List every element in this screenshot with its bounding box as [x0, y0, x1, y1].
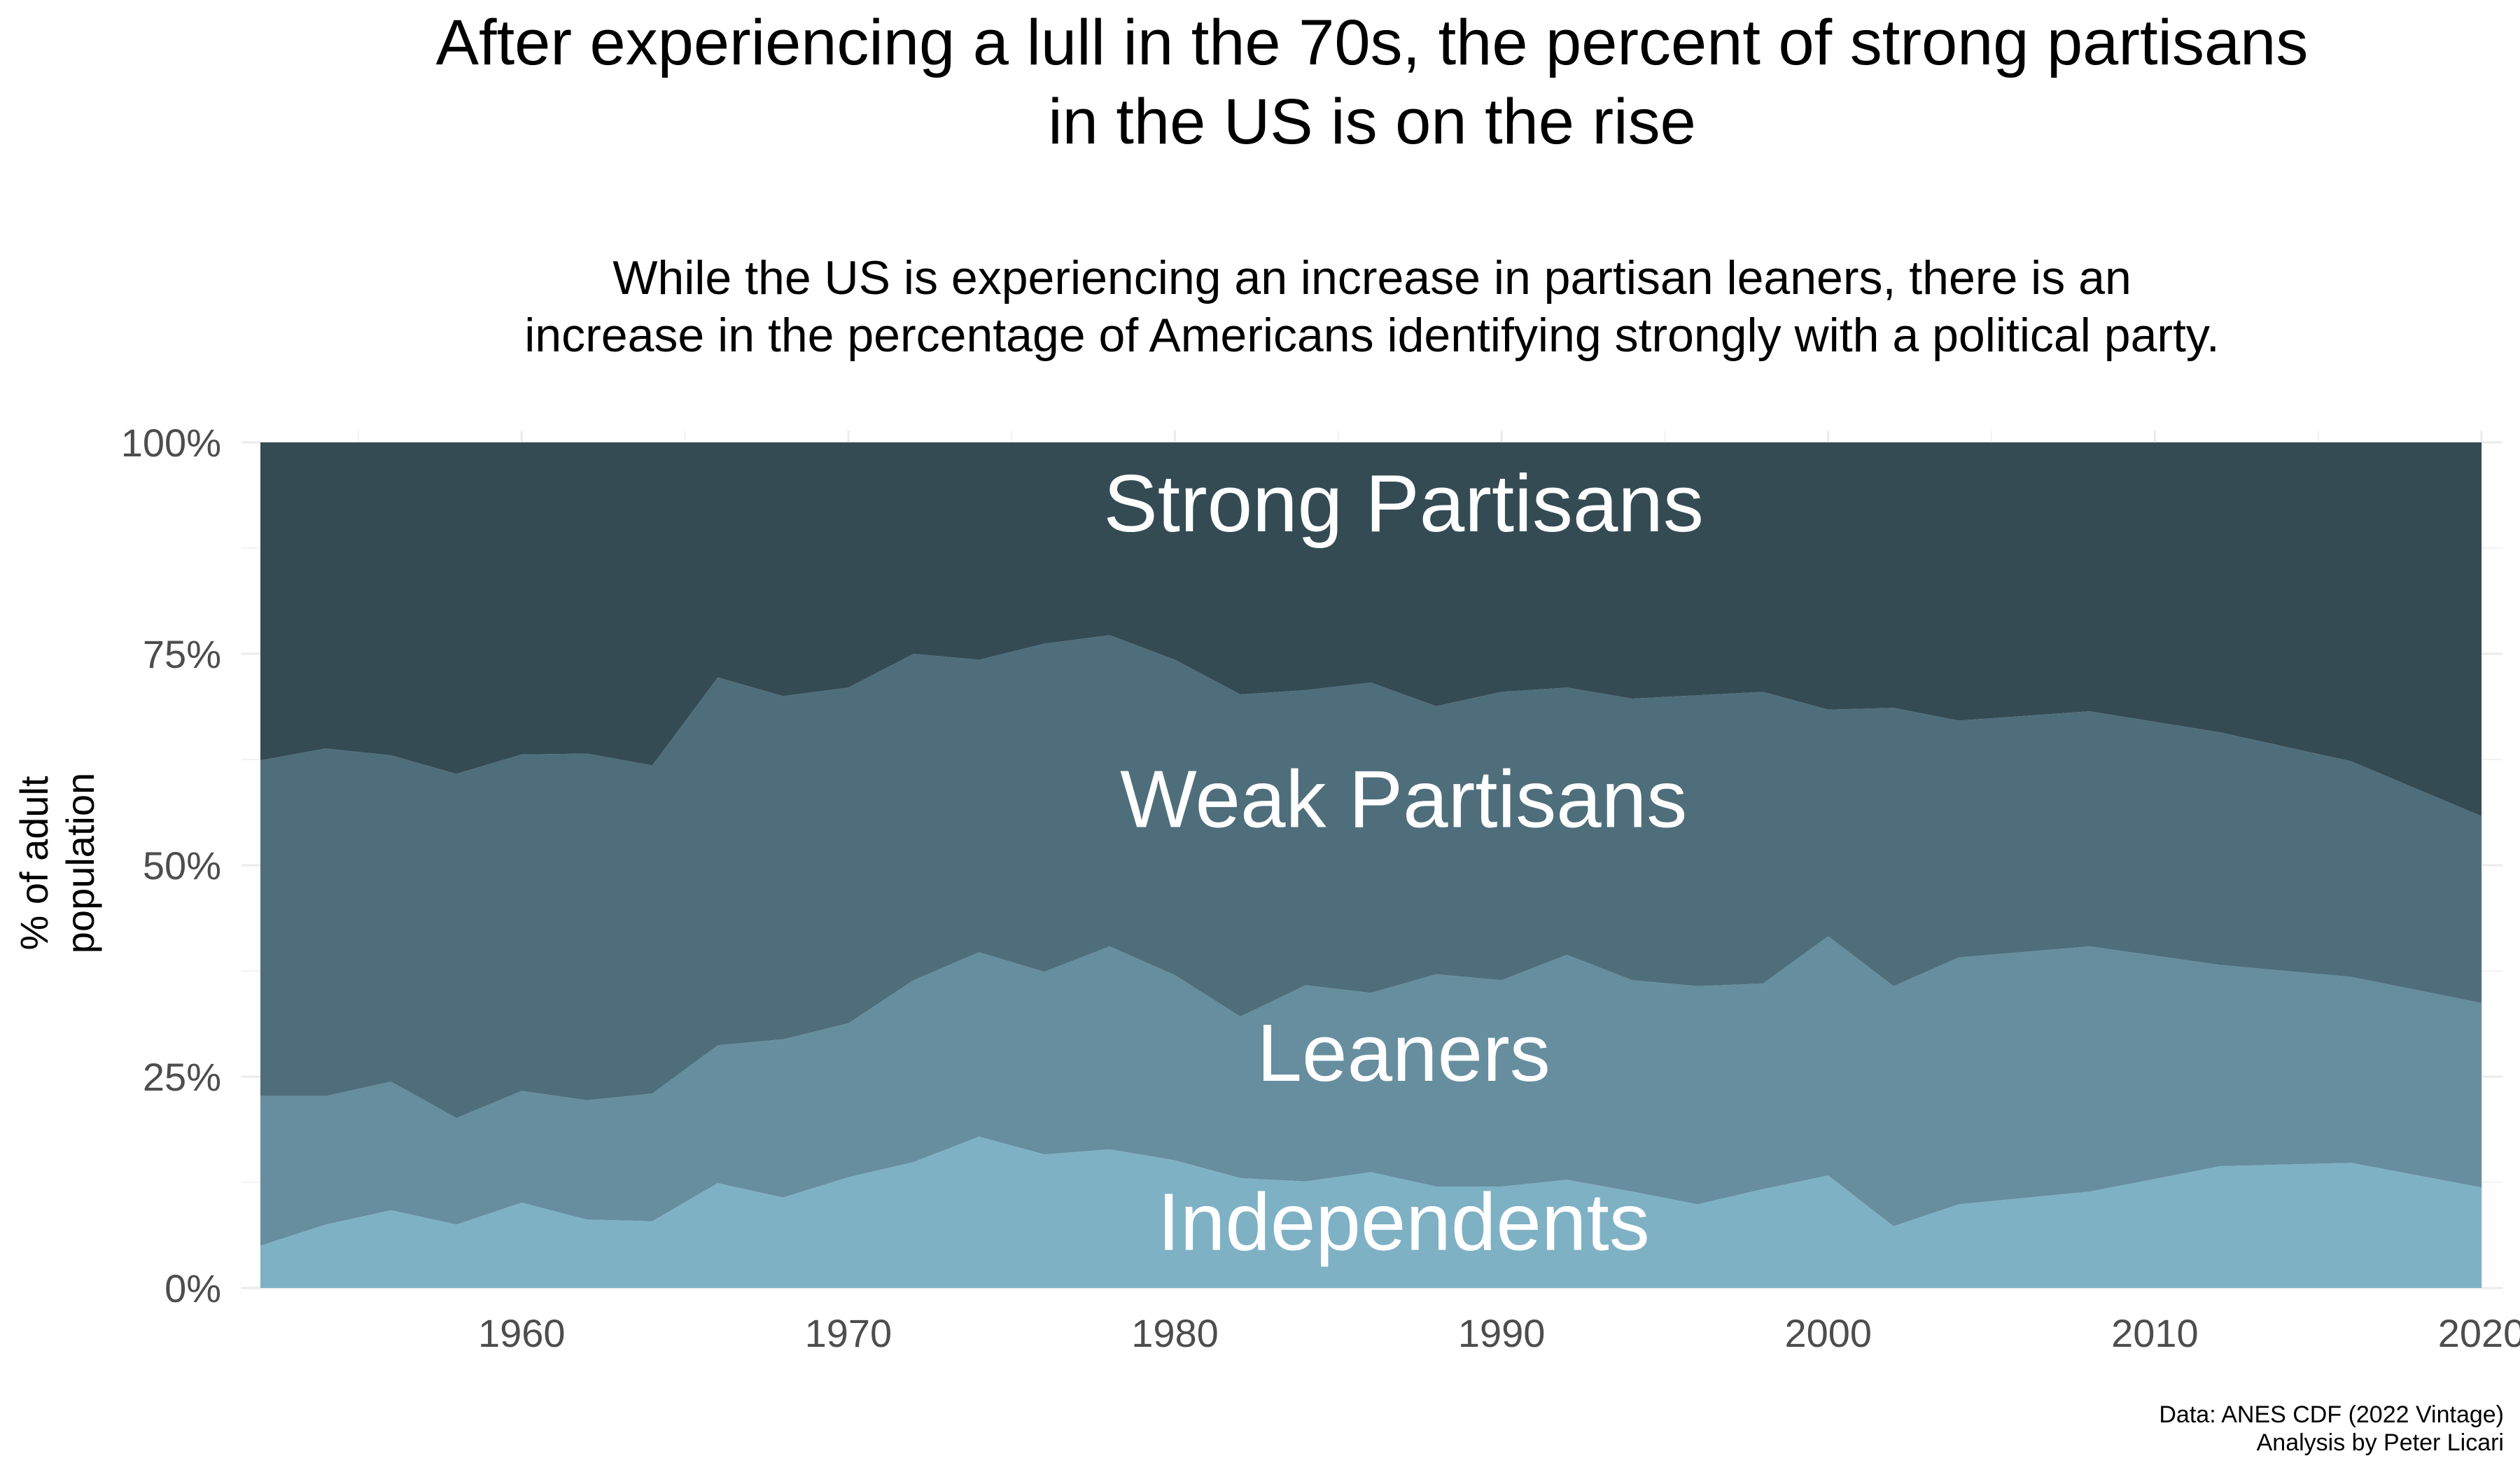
x-tick-label: 1990: [1458, 1311, 1546, 1355]
y-tick-label: 25%: [143, 1055, 221, 1099]
area-weak-partisans: [260, 635, 2482, 1119]
area-label-weak-partisans: Weak Partisans: [1120, 754, 1687, 845]
chart-title-line-1: After experiencing a lull in the 70s, th…: [436, 7, 2309, 78]
caption-line-2: Analysis by Peter Licari: [2257, 1429, 2504, 1456]
chart-subtitle-line-2: increase in the percentage of Americans …: [524, 309, 2220, 362]
y-axis-label-line-1: % of adult: [12, 776, 56, 950]
y-axis-label-line-2: population: [58, 773, 102, 953]
axes: % of adult population 0% 25% 50% 75% 100% 196…: [12, 421, 2520, 1355]
x-tick-label: 2020: [2438, 1311, 2520, 1355]
y-tick-label: 0%: [164, 1266, 221, 1310]
area-independents: [260, 1136, 2482, 1288]
y-tick-label: 75%: [143, 632, 221, 676]
area-label-independents: Independents: [1158, 1177, 1650, 1268]
area-label-strong-partisans: Strong Partisans: [1103, 458, 1704, 549]
area-strong-partisans: [260, 442, 2482, 816]
caption-line-1: Data: ANES CDF (2022 Vintage): [2159, 1401, 2504, 1428]
area-labels: Strong Partisans Weak Partisans Leaners Ind…: [1103, 458, 1704, 1268]
caption: Data: ANES CDF (2022 Vintage) Analysis b…: [2159, 1401, 2504, 1456]
area-label-leaners: Leaners: [1257, 1007, 1550, 1098]
chart-subtitle-line-1: While the US is experiencing an increase…: [612, 251, 2132, 304]
titles: After experiencing a lull in the 70s, th…: [436, 7, 2309, 362]
x-tick-label: 1970: [805, 1311, 892, 1355]
y-tick-label: 50%: [143, 844, 221, 888]
y-tick-label: 100%: [121, 421, 221, 465]
x-tick-label: 1980: [1131, 1311, 1219, 1355]
x-tick-label: 1960: [478, 1311, 566, 1355]
x-tick-label: 2000: [1784, 1311, 1872, 1355]
x-tick-label: 2010: [2111, 1311, 2199, 1355]
chart-title-line-2: in the US is on the rise: [1048, 86, 1696, 158]
area-leaners: [260, 936, 2482, 1246]
stacked-areas: [260, 442, 2482, 1288]
